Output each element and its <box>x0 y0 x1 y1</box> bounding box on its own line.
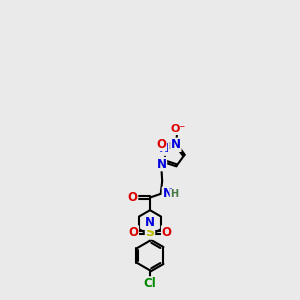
Text: O⁻: O⁻ <box>170 124 185 134</box>
Text: N: N <box>171 138 181 151</box>
Text: O: O <box>128 191 138 204</box>
Text: H: H <box>170 189 178 199</box>
Text: N: N <box>159 142 169 155</box>
Text: O: O <box>128 226 138 239</box>
Text: N: N <box>162 187 172 200</box>
Text: Cl: Cl <box>144 277 156 290</box>
Text: O: O <box>162 226 172 239</box>
Text: N: N <box>156 158 167 171</box>
Text: N: N <box>145 216 155 229</box>
Text: S: S <box>146 226 154 239</box>
Text: O: O <box>156 138 167 151</box>
